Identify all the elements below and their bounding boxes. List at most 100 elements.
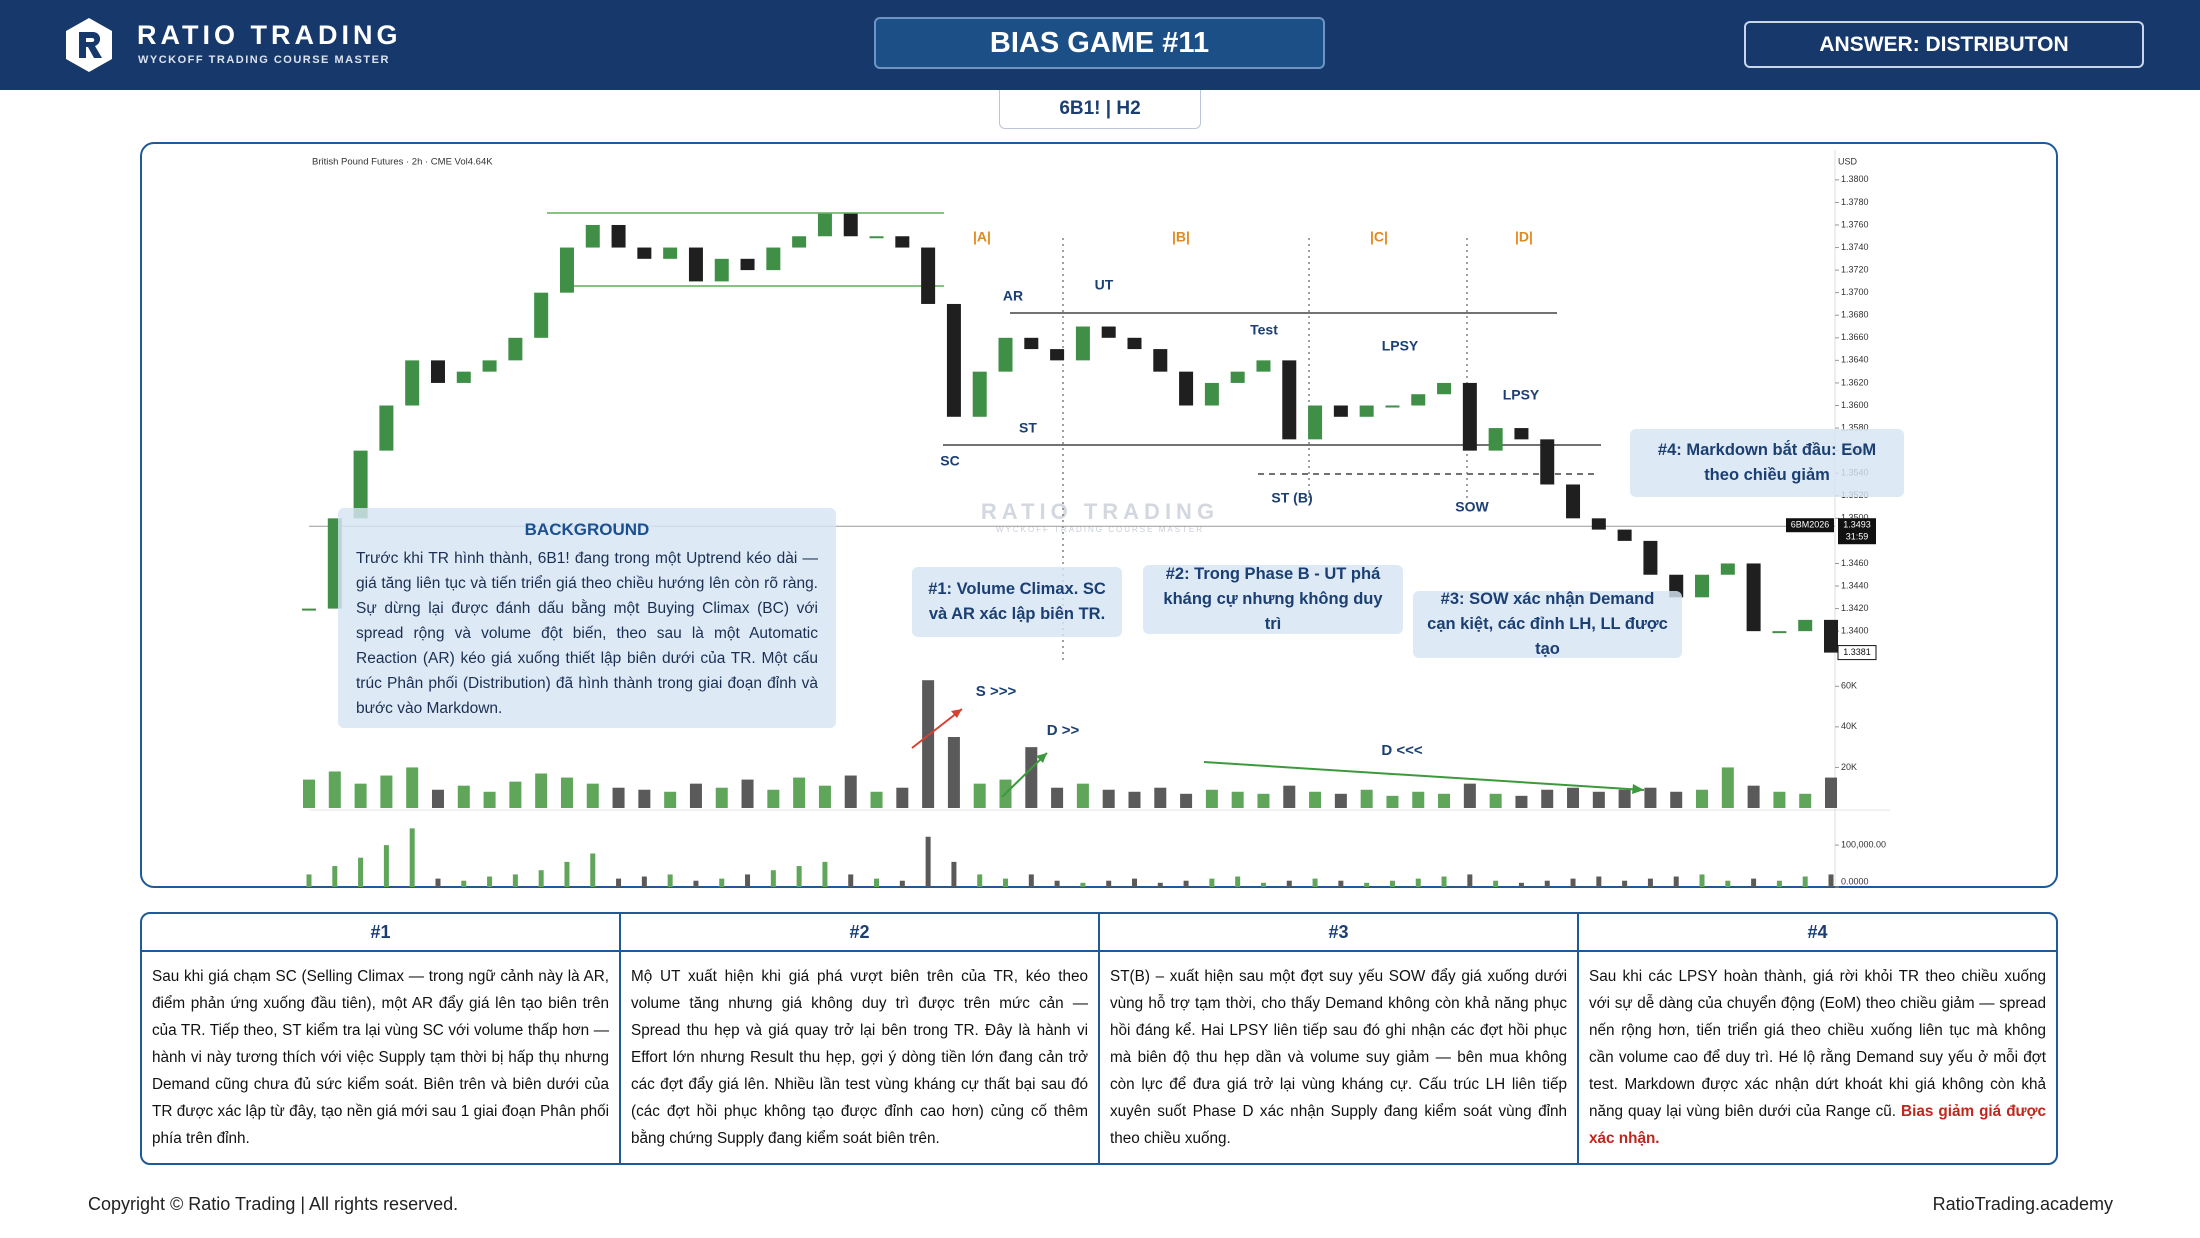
volume-bar [1128, 791, 1141, 808]
game-title: BIAS GAME #11 [874, 17, 1325, 69]
indicator-bar [1003, 878, 1009, 887]
indicator-bar [1312, 878, 1318, 887]
volume-bar [1489, 793, 1502, 808]
y-tick-label: 1.3600 [1841, 400, 1869, 410]
indicator-bar [1415, 878, 1421, 887]
close-tag: 1.3381 [1843, 647, 1871, 657]
candle [1488, 428, 1503, 451]
candle [1695, 574, 1710, 598]
candle [1308, 405, 1323, 440]
candle [482, 360, 497, 372]
indicator-bar [1673, 876, 1679, 887]
candle [1824, 619, 1838, 653]
indicator-bar [435, 878, 441, 887]
indicator-bar [745, 874, 751, 887]
volume-tick-label: 40K [1841, 721, 1857, 731]
event-label: SC [940, 453, 959, 469]
volume-bar [1076, 783, 1089, 808]
column-header: #2 [621, 914, 1098, 952]
explanation-table: #1 Sau khi giá chạm SC (Selling Climax — … [140, 912, 2058, 1165]
candle [534, 292, 549, 338]
volume-bar [715, 787, 728, 808]
indicator-bar [1028, 874, 1034, 887]
indicator-bar [409, 828, 415, 887]
candle [688, 247, 703, 282]
candle [869, 236, 884, 239]
countdown: 31:59 [1846, 532, 1869, 542]
volume-bar [431, 789, 444, 808]
candle [302, 608, 316, 611]
volume-tick-label: 60K [1841, 681, 1857, 691]
candle [895, 236, 910, 248]
candle [946, 303, 961, 417]
volume-bar [741, 779, 754, 808]
indicator-bar [693, 880, 699, 887]
candle [817, 213, 832, 237]
candle [1643, 540, 1658, 575]
candle [1411, 394, 1426, 406]
indicator-bar [925, 836, 931, 887]
table-column: #2 Mộ UT xuất hiện khi giá phá vượt biên … [619, 914, 1098, 1163]
background-text: Trước khi TR hình thành, 6B1! đang trong… [356, 550, 818, 717]
y-tick-label: 1.3580 [1841, 422, 1869, 432]
volume-bar [1025, 747, 1038, 808]
candle [1230, 371, 1245, 383]
candle [379, 405, 394, 451]
indicator-bar [1725, 880, 1731, 887]
indicator-bar [641, 876, 647, 887]
y-tick-label: 1.3680 [1841, 310, 1869, 320]
volume-bar [1386, 795, 1399, 808]
volume-bar [1825, 777, 1837, 808]
volume-bar [922, 680, 935, 808]
candle [353, 450, 368, 519]
indicator-bar [899, 880, 905, 887]
volume-bar [1051, 787, 1064, 808]
arrow-head [1632, 784, 1644, 794]
volume-bar [303, 779, 315, 808]
y-tick-label: 1.3420 [1841, 603, 1869, 613]
candle [1256, 360, 1271, 372]
volume-bar [560, 777, 573, 808]
candle [843, 213, 858, 237]
volume-bar [1231, 791, 1244, 808]
event-label: LPSY [1382, 338, 1419, 354]
logo-icon [66, 18, 112, 72]
candle [405, 360, 420, 406]
volume-bar [1334, 793, 1347, 808]
column-header: #1 [142, 914, 619, 952]
candle [1204, 382, 1219, 406]
arrow-head [1036, 753, 1047, 763]
indicator-bar [874, 878, 880, 887]
indicator-bar [1699, 874, 1705, 887]
volume-bar [1567, 787, 1580, 808]
y-tick-label: 1.3400 [1841, 626, 1869, 636]
event-label: ST (B) [1271, 490, 1312, 506]
indicator-bar [1776, 880, 1782, 887]
volume-bar [1438, 793, 1451, 808]
indicator-bar [719, 878, 725, 887]
volume-bar [1283, 785, 1296, 808]
y-tick-label: 1.3700 [1841, 287, 1869, 297]
y-tick-label: 1.3500 [1841, 513, 1869, 523]
indicator-bar [1570, 878, 1576, 887]
volume-bar [818, 785, 831, 808]
volume-bar [1644, 787, 1657, 808]
indicator-bar [1622, 880, 1628, 887]
indicator-bar [1751, 878, 1757, 887]
volume-bar [689, 783, 702, 808]
y-tick-label: 1.3620 [1841, 377, 1869, 387]
volume-bar [870, 791, 883, 808]
volume-bar [586, 783, 599, 808]
brand-tagline: WYCKOFF TRADING COURSE MASTER [138, 54, 390, 66]
volume-bar [1541, 789, 1554, 808]
cell-text: Sau khi các LPSY hoàn thành, giá rời khỏ… [1589, 968, 2046, 1120]
candle [1591, 518, 1606, 530]
site-link: RatioTrading.academy [1932, 1194, 2113, 1214]
candle [1772, 631, 1787, 634]
column-text: Mộ UT xuất hiện khi giá phá vượt biên tr… [631, 968, 1088, 1147]
callout: #1: Volume Climax. SC và AR xác lập biên… [912, 567, 1122, 637]
indicator-bar [616, 878, 622, 887]
indicator-bar [796, 866, 802, 887]
volume-bar [1618, 789, 1631, 808]
